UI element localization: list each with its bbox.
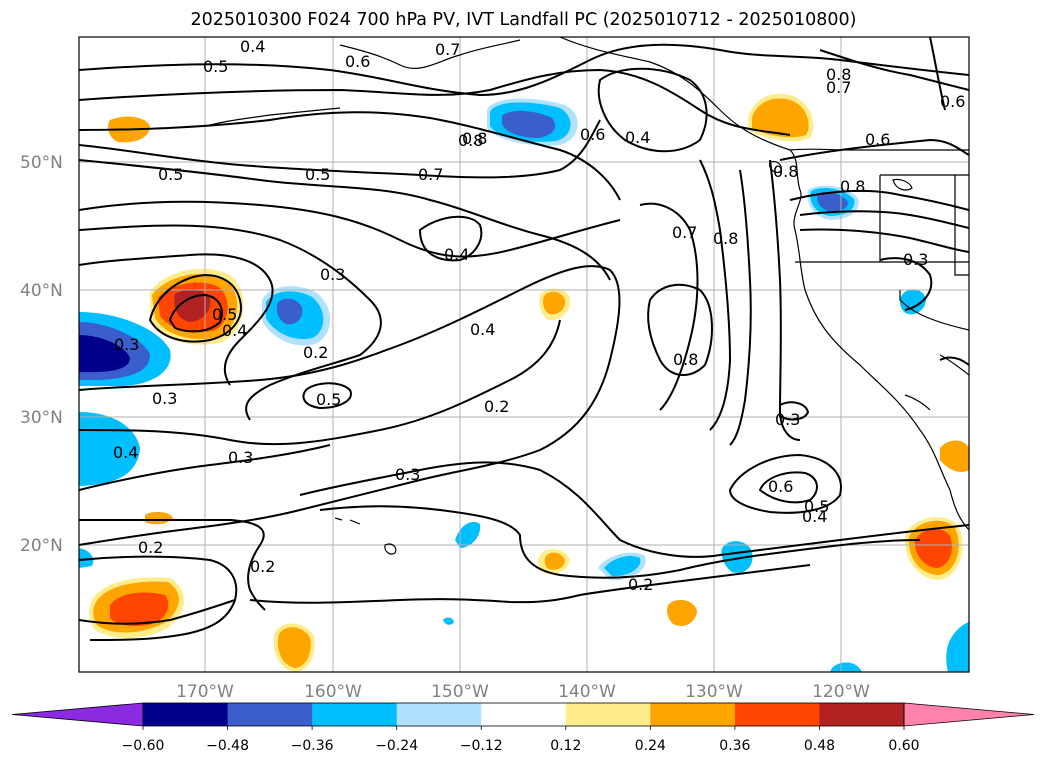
contour-label: 0.5 — [212, 305, 237, 324]
colorbar-tick-label: 0.36 — [719, 738, 750, 754]
contour-label: 0.6 — [345, 52, 370, 71]
contour-label: 0.5 — [804, 497, 829, 516]
colorbar-tick-label: 0.24 — [635, 738, 666, 754]
contour-label: 0.3 — [903, 250, 928, 269]
colorbar-tick-label: 0.60 — [888, 738, 919, 754]
contour-label: 0.3 — [152, 389, 177, 408]
contour-label: 0.2 — [484, 397, 509, 416]
longitude-labels: 170°W 160°W 150°W 140°W 130°W 120°W — [176, 682, 870, 702]
colorbar-swatch — [481, 703, 567, 726]
contour-label: 0.3 — [395, 465, 420, 484]
contour-label: 0.2 — [138, 538, 163, 557]
lon-tick-label: 170°W — [176, 682, 234, 702]
contour-label: 0.2 — [628, 575, 653, 594]
colorbar-swatch — [819, 703, 905, 726]
colorbar-swatch — [227, 703, 313, 726]
colorbar-swatch — [312, 703, 398, 726]
lat-tick-label: 30°N — [20, 408, 63, 428]
contour-labels: 0.4 0.5 0.6 0.7 0.8 0.8 0.7 0.6 0.6 0.5 … — [113, 37, 965, 594]
colorbar-tick-label: 0.12 — [550, 738, 581, 754]
contour-label: 0.4 — [444, 245, 469, 264]
contour-label: 0.8 — [840, 177, 865, 196]
colorbar-tick-label: −0.60 — [122, 738, 165, 754]
pv-contours — [79, 37, 969, 641]
colorbar-tick-label: −0.48 — [206, 738, 249, 754]
contour-label: 0.8 — [462, 129, 487, 148]
colorbar-tick-label: −0.36 — [291, 738, 334, 754]
colorbar-swatch — [565, 703, 651, 726]
contour-label: 0.8 — [673, 350, 698, 369]
colorbar-tick-label: −0.24 — [375, 738, 418, 754]
contour-label: 0.2 — [303, 343, 328, 362]
lat-tick-label: 40°N — [20, 281, 63, 301]
contour-label: 0.4 — [113, 443, 138, 462]
contour-label: 0.7 — [672, 223, 697, 242]
contour-label: 0.2 — [250, 557, 275, 576]
contour-label: 0.7 — [435, 40, 460, 59]
contour-label: 0.8 — [773, 162, 798, 181]
lat-tick-label: 50°N — [20, 153, 63, 173]
map-frame — [78, 36, 970, 673]
contour-label: 0.8 — [713, 229, 738, 248]
contour-label: 0.4 — [802, 507, 827, 526]
contour-label: 0.3 — [114, 335, 139, 354]
lon-tick-label: 150°W — [431, 682, 489, 702]
contour-label: 0.5 — [158, 165, 183, 184]
contour-label: 0.4 — [625, 128, 650, 147]
latitude-labels: 20°N 30°N 40°N 50°N — [20, 153, 63, 556]
lon-tick-label: 120°W — [812, 682, 870, 702]
contour-label: 0.5 — [203, 57, 228, 76]
lon-tick-label: 140°W — [558, 682, 616, 702]
contour-label: 0.3 — [228, 448, 253, 467]
colorbar: −0.60 −0.48 −0.36 −0.24 −0.12 0.12 0.24 0.36 0.4… — [11, 702, 1035, 754]
contour-label: 0.6 — [940, 92, 965, 111]
contour-label: 0.7 — [418, 165, 443, 184]
colorbar-swatch — [396, 703, 482, 726]
colorbar-tick-label: −0.12 — [460, 738, 503, 754]
contour-label: 0.5 — [316, 390, 341, 409]
contour-label: 0.4 — [240, 37, 265, 56]
colorbar-swatch — [650, 703, 736, 726]
colorbar-extend-low — [11, 702, 144, 727]
contour-label: 0.8 — [458, 131, 483, 150]
colorbar-tick-label: 0.48 — [804, 738, 835, 754]
lat-tick-label: 20°N — [20, 536, 63, 556]
contour-label: 0.4 — [222, 321, 247, 340]
contour-label: 0.6 — [865, 130, 890, 149]
contour-label: 0.4 — [470, 320, 495, 339]
contour-label: 0.5 — [305, 165, 330, 184]
map-title: 2025010300 F024 700 hPa PV, IVT Landfall… — [190, 10, 857, 30]
contour-label: 0.3 — [320, 265, 345, 284]
contour-label: 0.3 — [775, 410, 800, 429]
lon-tick-label: 160°W — [304, 682, 362, 702]
colorbar-swatch — [143, 703, 229, 726]
coastlines — [209, 37, 969, 555]
contour-label: 0.6 — [768, 477, 793, 496]
colorbar-frame — [142, 702, 905, 727]
pv-shading — [79, 93, 969, 672]
colorbar-extend-high — [903, 702, 1035, 727]
contour-label: 0.8 — [826, 65, 851, 84]
contour-label: 0.6 — [580, 125, 605, 144]
contour-label: 0.7 — [826, 78, 851, 97]
lon-tick-label: 130°W — [685, 682, 743, 702]
colorbar-swatch — [734, 703, 820, 726]
